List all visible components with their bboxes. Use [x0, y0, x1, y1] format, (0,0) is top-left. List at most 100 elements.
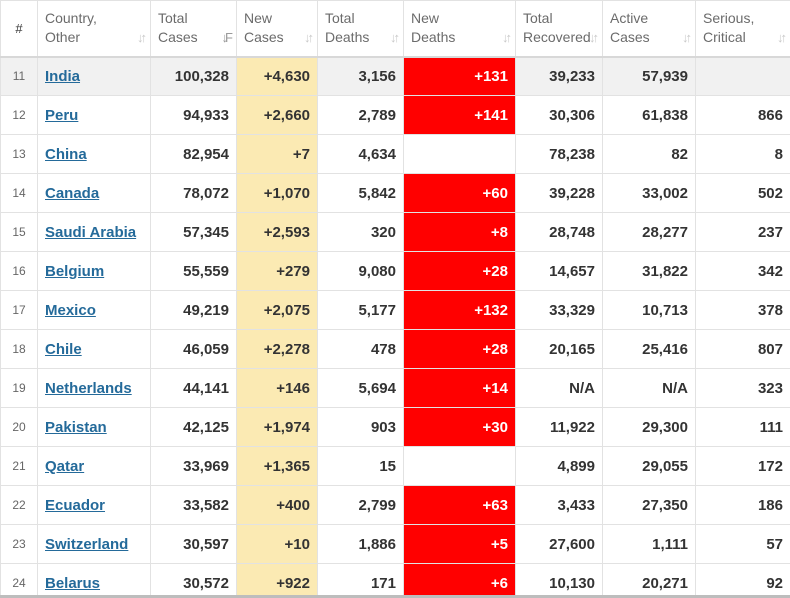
country-link[interactable]: Mexico — [45, 301, 96, 319]
total-cases-cell-value: 57,345 — [183, 223, 229, 241]
serious-critical-cell: 111 — [695, 407, 790, 447]
total-cases-cell: 30,597 — [150, 524, 237, 564]
active-cases-cell: N/A — [602, 368, 696, 408]
country-link[interactable]: Canada — [45, 184, 100, 202]
total-recovered-cell-value: 11,922 — [549, 418, 595, 436]
new-deaths-cell: +14 — [403, 368, 516, 408]
country-link[interactable]: Peru — [45, 106, 79, 124]
country-link[interactable]: Ecuador — [45, 496, 106, 514]
serious-critical-cell: 186 — [695, 485, 790, 525]
country-link[interactable]: China — [45, 145, 87, 163]
country-link[interactable]: Netherlands — [45, 379, 132, 397]
serious-critical-cell-value: 323 — [757, 379, 783, 397]
sort-icon[interactable]: ↓↑ — [682, 30, 692, 45]
serious-critical-cell-value: 57 — [766, 535, 783, 553]
country-cell: Qatar — [37, 446, 151, 486]
country-link[interactable]: Pakistan — [45, 418, 107, 436]
country-link[interactable]: Belarus — [45, 574, 101, 592]
total-cases-cell: 57,345 — [150, 212, 237, 252]
serious-critical-cell-value: 237 — [757, 223, 783, 241]
country-cell: Netherlands — [37, 368, 151, 408]
total-cases-cell-value: 30,597 — [183, 535, 229, 553]
header-new-deaths-line2: Deaths — [411, 29, 456, 46]
total-recovered-cell: 14,657 — [515, 251, 603, 291]
header-total-cases[interactable]: Total Cases ↓F — [150, 0, 237, 58]
new-deaths-cell-value: +28 — [482, 340, 508, 358]
serious-critical-cell: 92 — [695, 563, 790, 598]
new-cases-cell-value: +922 — [276, 574, 310, 592]
header-active-cases[interactable]: Active Cases ↓↑ — [602, 0, 696, 58]
rank-cell: 14 — [0, 173, 38, 213]
header-active-cases-line1: Active — [610, 10, 649, 27]
header-rank[interactable]: # — [0, 0, 38, 58]
new-cases-cell: +2,660 — [236, 95, 318, 135]
active-cases-cell-value: 1,111 — [652, 535, 688, 553]
total-cases-cell-value: 100,328 — [174, 67, 229, 85]
total-cases-cell-value: 33,969 — [183, 457, 229, 475]
header-total-deaths-line2: Deaths — [325, 29, 370, 46]
sort-icon[interactable]: ↓↑ — [502, 30, 512, 45]
new-deaths-cell-value: +131 — [474, 67, 508, 85]
rank-cell: 16 — [0, 251, 38, 291]
country-link[interactable]: Saudi Arabia — [45, 223, 137, 241]
total-recovered-cell-value: 28,748 — [549, 223, 595, 241]
total-cases-cell-value: 44,141 — [183, 379, 229, 397]
sort-icon[interactable]: ↓↑ — [137, 30, 147, 45]
sort-icon[interactable]: ↓↑ — [390, 30, 400, 45]
total-deaths-cell-value: 9,080 — [358, 262, 396, 280]
new-cases-cell-value: +2,075 — [263, 301, 310, 319]
serious-critical-cell-value: 186 — [757, 496, 783, 514]
new-cases-cell-value: +2,660 — [263, 106, 310, 124]
header-country[interactable]: Country, Other ↓↑ — [37, 0, 151, 58]
new-deaths-cell-value: +63 — [482, 496, 508, 514]
new-deaths-cell-value: +14 — [482, 379, 508, 397]
total-cases-cell: 94,933 — [150, 95, 237, 135]
total-cases-cell-value: 46,059 — [183, 340, 229, 358]
total-recovered-cell: 39,233 — [515, 56, 603, 96]
country-link[interactable]: India — [45, 67, 81, 85]
active-cases-cell: 29,300 — [602, 407, 696, 447]
sort-icon[interactable]: ↓↑ — [589, 30, 599, 45]
rank-cell: 19 — [0, 368, 38, 408]
header-total-recovered[interactable]: Total Recovered ↓↑ — [515, 0, 603, 58]
header-total-deaths[interactable]: Total Deaths ↓↑ — [317, 0, 404, 58]
new-cases-cell: +10 — [236, 524, 318, 564]
country-link[interactable]: Qatar — [45, 457, 85, 475]
total-recovered-cell: 4,899 — [515, 446, 603, 486]
active-cases-cell: 31,822 — [602, 251, 696, 291]
country-cell: Peru — [37, 95, 151, 135]
country-cell: Belgium — [37, 251, 151, 291]
serious-critical-cell-value: 172 — [757, 457, 783, 475]
table-header-row: # Country, Other ↓↑ Total Cases ↓F New — [0, 0, 790, 58]
sort-icon[interactable]: ↓↑ — [777, 30, 787, 45]
total-deaths-cell-value: 15 — [379, 457, 396, 475]
active-cases-cell-value: 10,713 — [642, 301, 688, 319]
new-cases-cell: +1,974 — [236, 407, 318, 447]
header-serious-critical[interactable]: Serious, Critical ↓↑ — [695, 0, 790, 58]
total-recovered-cell-value: 3,433 — [557, 496, 595, 514]
header-new-cases[interactable]: New Cases ↓↑ — [236, 0, 318, 58]
header-total-deaths-line1: Total — [325, 10, 355, 27]
country-link[interactable]: Switzerland — [45, 535, 129, 553]
sort-active-icon[interactable]: ↓F — [221, 30, 234, 45]
new-deaths-cell-value: +28 — [482, 262, 508, 280]
active-cases-cell-value: 61,838 — [642, 106, 688, 124]
new-deaths-cell: +8 — [403, 212, 516, 252]
serious-critical-cell-value: 111 — [759, 418, 783, 436]
total-deaths-cell-value: 3,156 — [358, 67, 396, 85]
country-link[interactable]: Chile — [45, 340, 82, 358]
active-cases-cell-value: 25,416 — [642, 340, 688, 358]
table-row: 14 Canada 78,072 +1,070 5,842 +60 39,228 33,002… — [0, 173, 790, 213]
total-cases-cell-value: 55,559 — [183, 262, 229, 280]
country-link[interactable]: Belgium — [45, 262, 105, 280]
sort-icon[interactable]: ↓↑ — [304, 30, 314, 45]
new-deaths-cell: +28 — [403, 329, 516, 369]
new-cases-cell: +400 — [236, 485, 318, 525]
total-deaths-cell: 2,789 — [317, 95, 404, 135]
total-recovered-cell: 78,238 — [515, 134, 603, 174]
header-new-deaths[interactable]: New Deaths ↓↑ — [403, 0, 516, 58]
rank-cell: 18 — [0, 329, 38, 369]
total-recovered-cell-value: 30,306 — [549, 106, 595, 124]
total-cases-cell-value: 42,125 — [183, 418, 229, 436]
